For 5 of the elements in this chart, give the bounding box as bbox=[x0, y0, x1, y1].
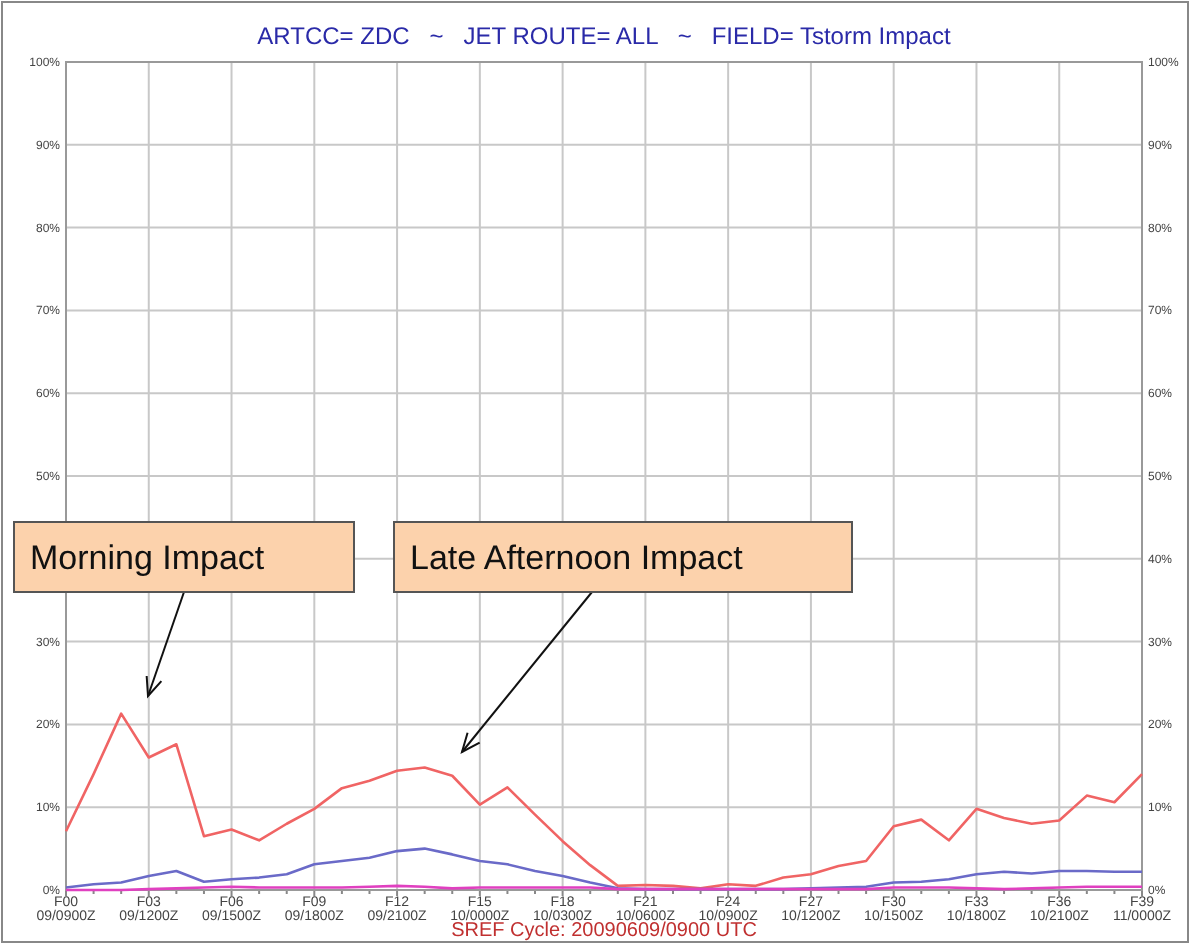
line-series bbox=[64, 712, 1144, 890]
text: SREF Cycle: 20090609/0900 UTC bbox=[451, 920, 757, 942]
annotation: Morning Impact bbox=[30, 539, 265, 577]
annotation: Late Afternoon Impact bbox=[410, 539, 744, 577]
chart-title: ARTCC= ZDC ~ JET ROUTE= ALL ~ FIELD= Tstorm Impact bbox=[257, 22, 952, 50]
